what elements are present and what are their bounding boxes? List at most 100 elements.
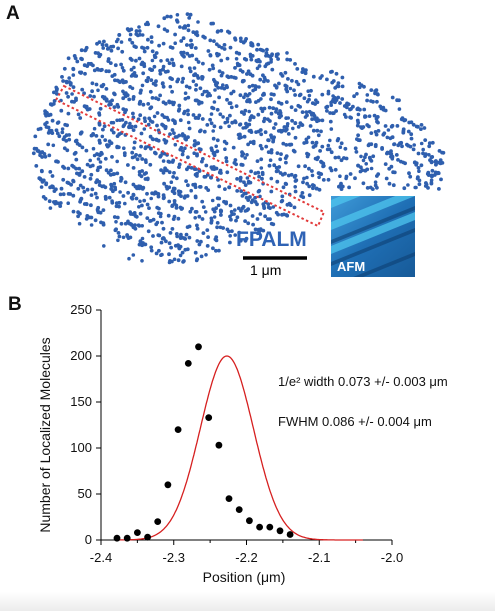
localization-point [92,126,97,131]
localization-point [187,85,192,90]
localization-point [243,219,248,224]
localization-point [259,97,263,101]
localization-point [91,132,95,137]
localization-point [211,151,216,156]
localization-point [263,130,268,135]
localization-point [94,180,98,185]
localization-point [197,214,202,219]
localization-point [162,181,167,186]
localization-point [55,131,60,136]
localization-point [429,159,434,164]
localization-point [150,68,155,72]
localization-point [256,129,261,134]
localization-point [278,111,283,115]
localization-point [145,202,150,207]
localization-point [155,123,159,128]
localization-point [429,174,434,179]
localization-point [101,184,106,188]
data-point [174,426,182,433]
localization-point [88,94,93,98]
localization-point [229,75,234,79]
localization-point [269,150,274,155]
localization-point [225,56,230,61]
localization-point [47,153,52,158]
localization-point [271,139,275,144]
localization-point [97,180,102,184]
localization-point [336,95,341,100]
localization-point [142,49,147,54]
localization-point [305,181,309,186]
localization-point [266,117,270,122]
localization-point [297,93,302,98]
localization-point [253,227,258,232]
localization-point [327,147,332,152]
localization-point [303,115,308,119]
localization-point [192,66,197,70]
localization-point [339,141,344,146]
localization-point [120,118,125,122]
localization-point [398,141,402,146]
localization-point [162,16,167,21]
localization-point [193,46,198,50]
localization-point [237,136,242,141]
data-point [286,531,294,538]
localization-point [310,140,315,145]
localization-point [353,176,357,181]
localization-point [196,60,201,64]
localization-point [224,159,229,164]
localization-point [85,202,89,207]
localization-point [165,29,170,33]
localization-point [105,144,110,149]
localization-point [437,149,442,153]
bottom-strip [0,592,495,611]
localization-point [395,98,399,103]
localization-point [242,57,247,61]
x-tick-label: -2.1 [308,550,330,565]
localization-point [146,229,151,234]
localization-point [314,140,319,145]
localization-point [103,156,108,161]
localization-point [260,146,264,151]
localization-point [104,87,109,91]
localization-point [149,219,153,223]
localization-point [426,186,430,190]
localization-point [189,38,193,43]
localization-point [278,157,283,162]
localization-point [283,156,288,161]
localization-point [66,94,70,99]
localization-point [283,181,288,186]
localization-point [201,205,206,210]
localization-point [224,156,229,160]
localization-point [407,171,411,176]
localization-point [102,244,106,248]
localization-point [137,172,142,177]
localization-point [136,117,141,122]
localization-point [347,185,351,190]
localization-point [338,145,343,149]
afm-terrace-edge [331,206,415,244]
localization-point [430,140,435,145]
localization-point [344,102,349,107]
localization-point [177,189,182,194]
localization-point [140,60,145,65]
localization-point [133,184,138,189]
localization-point [135,157,140,162]
localization-point [415,161,419,165]
localization-point [163,166,168,171]
localization-point [345,105,349,110]
localization-point [416,166,421,170]
localization-point [193,210,198,214]
x-tick-label: -2.4 [90,550,112,565]
localization-point [98,160,103,164]
localization-point [154,137,159,142]
data-point [235,506,243,513]
localization-point [121,68,126,73]
localization-point [384,176,389,181]
localization-point [82,104,87,109]
localization-point [181,36,186,41]
localization-point [194,57,199,62]
localization-point [217,170,222,175]
localization-point [168,132,172,137]
localization-point [95,195,99,200]
localization-point [111,130,116,135]
